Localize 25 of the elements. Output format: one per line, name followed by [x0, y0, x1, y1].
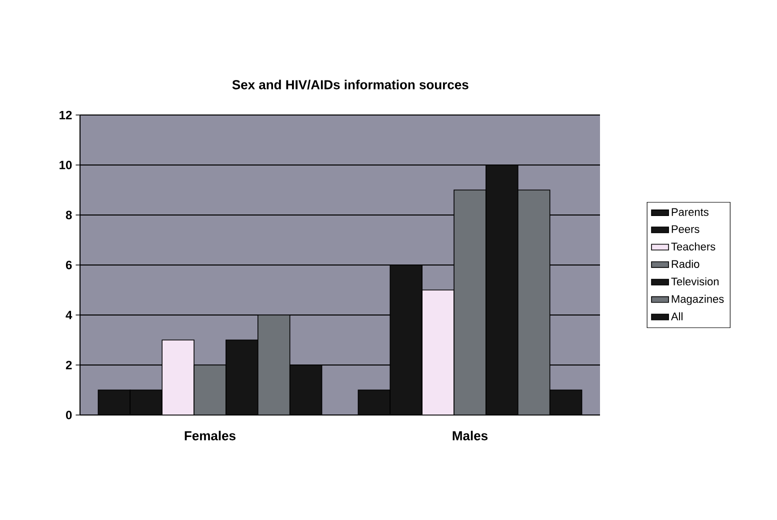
bar	[194, 364, 226, 415]
y-tick-label: 2	[66, 360, 72, 370]
x-tick-label: Males	[452, 430, 488, 440]
x-tick-label: Females	[184, 430, 236, 440]
y-tick-label: 6	[66, 260, 72, 270]
y-tick-label: 8	[66, 210, 72, 220]
bar	[226, 340, 258, 415]
y-tick-label: 4	[66, 310, 72, 320]
bar	[486, 164, 518, 415]
bar	[454, 190, 486, 415]
y-tick-label: 12	[60, 110, 72, 120]
bar	[289, 364, 322, 415]
legend-label: Magazines	[672, 294, 724, 306]
y-tick-label: 10	[60, 160, 72, 170]
legend-label: All	[670, 312, 682, 320]
bar	[549, 390, 582, 415]
bar	[518, 190, 550, 415]
legend-label: Teachers	[671, 242, 716, 250]
legend-label: Radio	[672, 260, 700, 268]
y-tick-label: 0	[66, 410, 72, 420]
chart-title: Sex and HIV/AIDs information sources	[232, 80, 468, 90]
legend-label: Peers	[672, 225, 700, 233]
legend-label: Television	[671, 277, 719, 286]
bar	[258, 314, 290, 415]
legend-label: Parents	[672, 208, 708, 216]
